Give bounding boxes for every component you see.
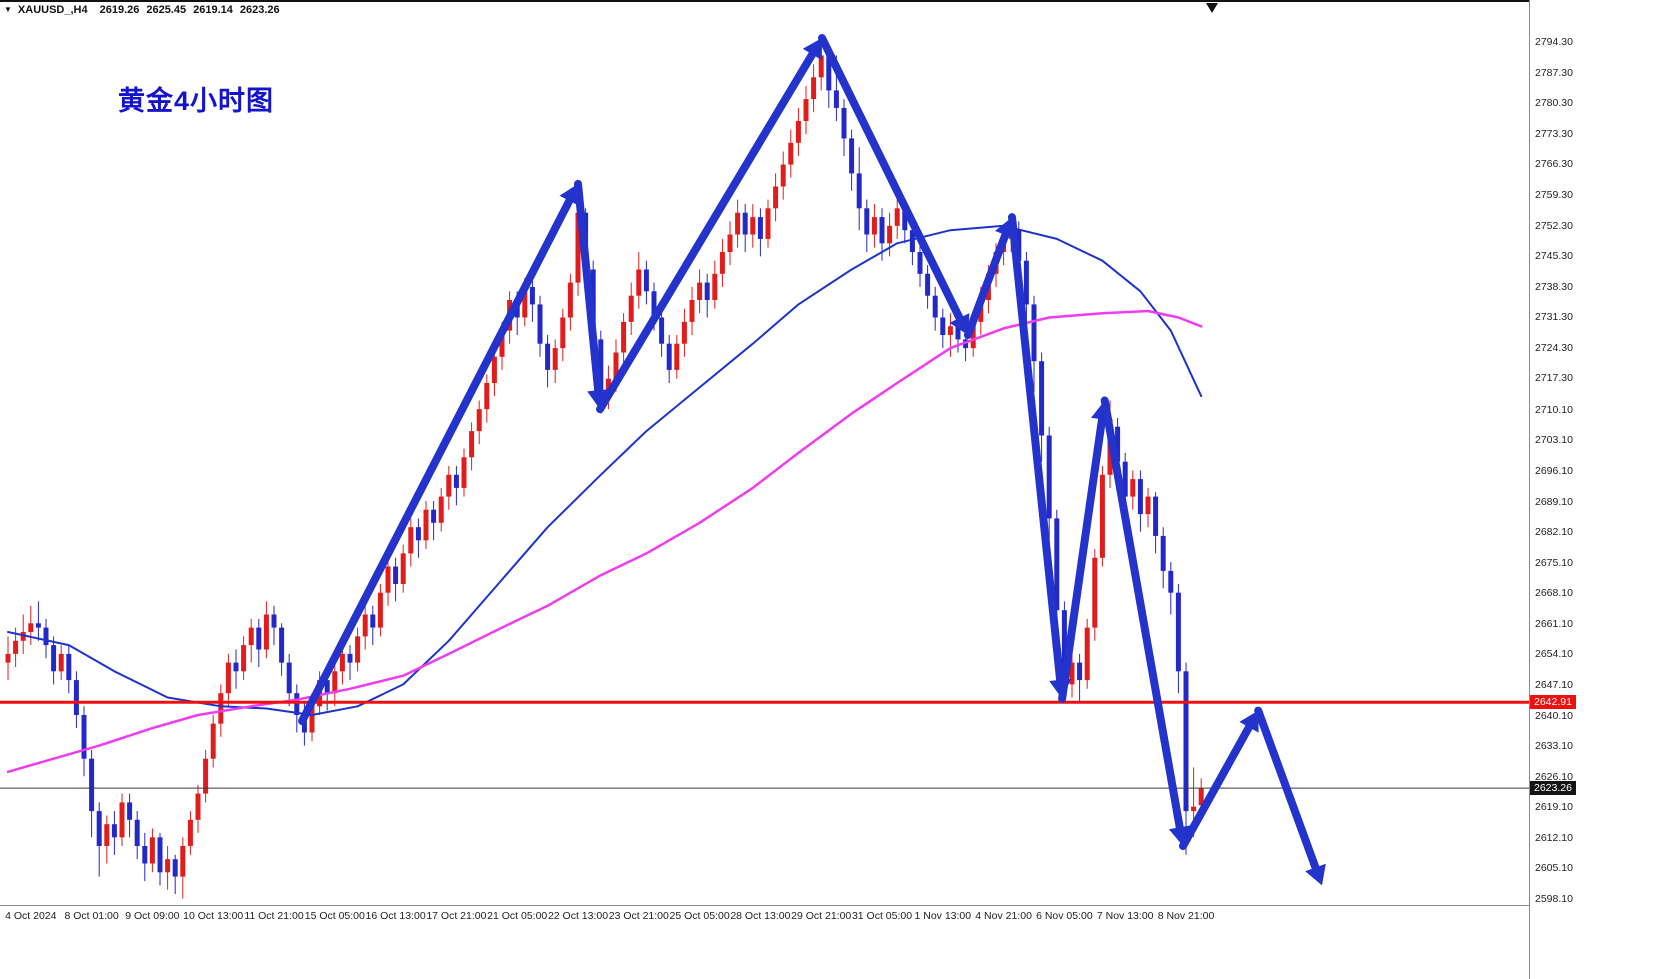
price-tick-label: 2675.10	[1535, 556, 1573, 569]
price-tick-label: 2780.30	[1535, 97, 1573, 110]
price-tick-label: 2668.10	[1535, 587, 1573, 600]
time-tick-label: 11 Oct 21:00	[244, 910, 304, 922]
time-axis[interactable]: 4 Oct 2024 8 Oct 01:00 9 Oct 09:00 10 Oct 1…	[0, 905, 1529, 979]
price-tick-label: 2696.10	[1535, 465, 1573, 477]
ohlc-readout: 2619.26 2625.45 2619.14 2623.26	[100, 4, 280, 16]
time-tick-label: 31 Oct 05:00	[851, 910, 913, 922]
price-tick-label: 2703.10	[1535, 434, 1573, 447]
time-tick-label: 25 Oct 05:00	[669, 910, 730, 922]
time-tick-label: 9 Oct 09:00	[125, 910, 180, 922]
chart-shift-icon[interactable]	[1206, 3, 1218, 13]
chart-plot-area[interactable]: 黄金4小时图	[0, 17, 1529, 905]
symbol-period-label: XAUUSD_,H4	[17, 3, 88, 16]
ohlc-close: 2623.26	[239, 3, 280, 16]
time-tick-label: 10 Oct 13:00	[183, 910, 244, 922]
price-tick-label: 2661.10	[1535, 617, 1573, 630]
price-tick-label: 2731.30	[1535, 311, 1573, 324]
price-tick-label: 2640.10	[1535, 709, 1573, 722]
price-tag-current-price: 2623.26	[1530, 781, 1576, 796]
chart-annotation-title: 黄金4小时图	[118, 86, 275, 116]
price-tick-label: 2682.10	[1535, 526, 1573, 539]
price-tick-label: 2633.10	[1535, 740, 1573, 753]
time-tick-label: 21 Oct 05:00	[487, 910, 548, 922]
price-tick-label: 2619.10	[1535, 801, 1573, 814]
price-tick-label: 2724.30	[1535, 341, 1573, 354]
price-tick-label: 2787.30	[1535, 66, 1573, 79]
price-tick-label: 2773.30	[1535, 127, 1573, 140]
time-tick-label: 22 Oct 13:00	[547, 910, 609, 922]
price-tick-label: 2654.10	[1535, 648, 1573, 661]
time-tick-label: 6 Nov 05:00	[1036, 910, 1093, 922]
time-tick-label: 29 Oct 21:00	[791, 910, 852, 922]
time-tick-label: 8 Oct 01:00	[64, 910, 119, 922]
price-tick-label: 2626.10	[1535, 770, 1573, 783]
ohlc-high: 2625.45	[146, 3, 187, 16]
time-tick-label: 28 Oct 13:00	[730, 910, 791, 922]
price-tick-label: 2766.30	[1535, 158, 1573, 171]
price-tick-label: 2689.10	[1535, 495, 1573, 508]
time-tick-label: 17 Oct 21:00	[426, 910, 487, 922]
price-axis[interactable]: 2794.30 2787.30 2780.30 2773.30 2766.30 2759.…	[1529, 0, 1664, 979]
time-tick-label: 7 Nov 13:00	[1096, 910, 1154, 922]
price-tick-label: 2738.30	[1535, 280, 1573, 293]
time-tick-label: 4 Oct 2024	[5, 910, 57, 922]
price-tick-label: 2794.30	[1535, 36, 1573, 48]
time-tick-label: 15 Oct 05:00	[304, 910, 365, 922]
price-tick-label: 2752.30	[1535, 219, 1573, 232]
price-tick-label: 2717.30	[1535, 372, 1573, 385]
chart-titlebar: ▼ XAUUSD_,H4 2619.26 2625.45 2619.14 262…	[0, 0, 1664, 17]
price-tick-label: 2710.10	[1535, 403, 1573, 416]
price-tick-label: 2759.30	[1535, 188, 1573, 201]
ma-magenta-line	[6, 309, 1203, 774]
price-tick-label: 2612.10	[1535, 831, 1573, 844]
time-tick-label: 23 Oct 21:00	[608, 910, 669, 922]
ohlc-open: 2619.26	[99, 3, 140, 16]
time-tick-label: 1 Nov 13:00	[914, 910, 972, 922]
time-tick-label: 8 Nov 21:00	[1157, 910, 1215, 922]
candlestick-chart[interactable]	[0, 17, 1529, 905]
window-menu-icon[interactable]: ▼	[4, 5, 12, 14]
time-tick-label: 16 Oct 13:00	[365, 910, 426, 922]
price-tick-label: 2605.10	[1535, 862, 1573, 875]
ma-blue-line	[7, 224, 1203, 716]
trend-arrows-layer	[298, 34, 1326, 886]
price-tick-label: 2745.30	[1535, 250, 1573, 263]
time-tick-label: 4 Nov 21:00	[975, 910, 1032, 922]
price-tick-label: 2598.10	[1535, 893, 1573, 905]
price-tick-label: 2647.10	[1535, 679, 1573, 691]
price-tag-resistance-line: 2642.91	[1530, 695, 1576, 710]
ohlc-low: 2619.14	[193, 3, 233, 16]
